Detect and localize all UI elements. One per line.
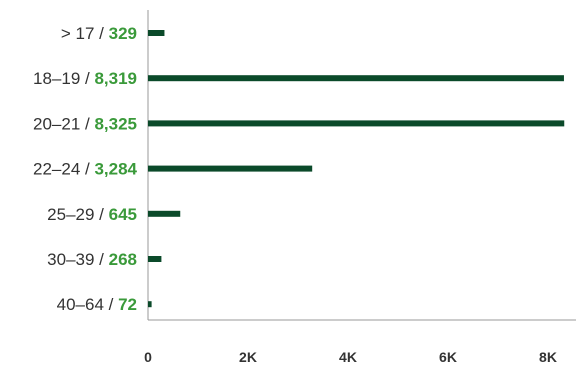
category-name: 22–24 [33,160,80,179]
data-label: 8,325 [94,114,137,133]
bar-0 [148,30,165,36]
label-separator: / [80,160,94,179]
label-separator: / [94,24,108,43]
category-name: 25–29 [47,205,94,224]
bar-2 [148,120,565,127]
data-label: 8,319 [94,69,137,88]
x-tick-label: 6K [439,349,457,365]
data-label: 72 [118,295,137,314]
category-name: 18–19 [33,69,80,88]
category-name: 20–21 [33,114,80,133]
data-label: 645 [109,205,137,224]
category-name: 30–39 [47,250,94,269]
bar-6 [148,301,152,308]
category-name: > 17 [61,24,95,43]
category-labels-group: > 17 / 329 18–19 / 8,319 20–21 / 8,325 22–2… [33,24,138,314]
category-label: 30–39 / 268 [47,250,137,269]
x-tick-label: 2K [239,349,257,365]
x-tick-label: 0 [144,349,152,365]
label-separator: / [80,114,94,133]
bar-4 [148,210,181,217]
data-label: 268 [109,250,137,269]
x-tick-labels-group: 0 2K 4K 6K 8K [144,349,557,365]
category-label: > 17 / 329 [61,24,137,43]
label-separator: / [94,250,108,269]
category-label: 40–64 / 72 [57,295,137,314]
category-label: 18–19 / 8,319 [33,69,137,88]
label-separator: / [94,205,108,224]
category-label: 22–24 / 3,284 [33,160,138,179]
data-label: 329 [109,24,137,43]
bar-5 [148,256,162,262]
x-tick-label: 4K [339,349,357,365]
category-label: 25–29 / 645 [47,205,137,224]
category-name: 40–64 [57,295,104,314]
x-tick-label: 8K [539,349,557,365]
label-separator: / [80,69,94,88]
bar-1 [148,75,564,82]
label-separator: / [104,295,118,314]
category-label: 20–21 / 8,325 [33,114,137,133]
bar-3 [148,165,313,172]
bars-group [148,30,565,308]
data-label: 3,284 [94,160,137,179]
